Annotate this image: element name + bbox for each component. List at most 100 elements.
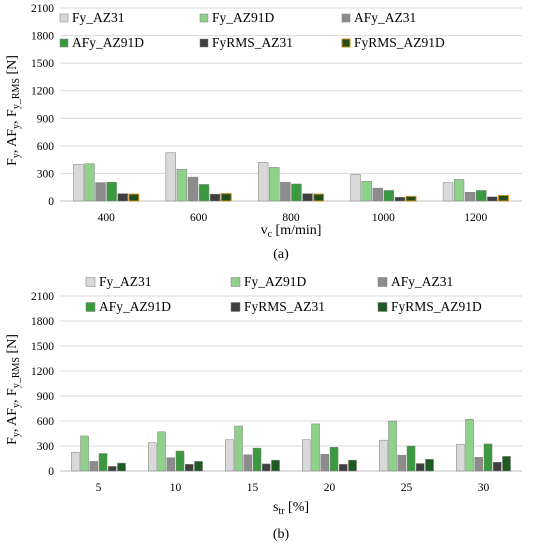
legend-swatch — [59, 38, 69, 48]
bar-afy-az31 — [474, 457, 484, 472]
bar-fy-az91d — [311, 423, 320, 472]
bar-afy-az31 — [95, 182, 106, 202]
bar-afy-az31 — [243, 454, 253, 472]
legend-label: Fy_AZ31 — [72, 10, 125, 25]
bar-fyrms-az91d — [497, 194, 509, 202]
bar-afy-az91d — [406, 445, 416, 472]
x-axis-label: vc [m/min] — [261, 223, 322, 240]
bar-afy-az91d — [291, 183, 302, 202]
x-tick-label: 800 — [282, 212, 300, 224]
bar-fyrms-az91d — [271, 459, 280, 472]
bar-fyrms-az91d — [194, 461, 203, 472]
bar-fyrms-az31 — [261, 463, 271, 472]
x-tick-label: 20 — [324, 482, 336, 494]
bar-fy-az31 — [442, 182, 454, 202]
bar-fy-az31 — [165, 152, 176, 202]
bar-fy-az31 — [350, 174, 361, 202]
legend-swatch — [341, 38, 351, 48]
bar-fyrms-az31 — [302, 193, 313, 202]
y-tick-label: 1800 — [31, 31, 54, 43]
bar-fy-az31 — [73, 163, 84, 202]
bar-afy-az31 — [166, 457, 176, 472]
bar-fy-az91d — [176, 169, 188, 202]
x-tick-label: 10 — [170, 482, 182, 494]
y-tick-label: 600 — [37, 141, 55, 153]
y-tick-label: 2100 — [31, 291, 54, 303]
bar-afy-az31 — [372, 187, 383, 202]
bar-afy-az91d — [476, 190, 487, 202]
bar-afy-az91d — [106, 181, 117, 202]
bar-fy-az91d — [157, 431, 166, 472]
bar-afy-az31 — [89, 461, 99, 472]
chart-panel-2: 0 300 600 900 1200 1500 1800 2100 5 10 15 20 25 30 Fy_… — [5, 274, 522, 542]
legend-swatch — [85, 277, 96, 287]
legend-label: FyRMS_AZ91D — [391, 299, 482, 314]
x-axis-label: str [%] — [273, 500, 309, 517]
bar-fyrms-az31 — [184, 464, 194, 472]
y-tick-label: 0 — [48, 466, 54, 478]
bar-fy-az91d — [269, 167, 280, 202]
x-tick-label: 1200 — [464, 212, 487, 224]
bar-fyrms-az31 — [492, 462, 502, 472]
bar-fyrms-az31 — [107, 466, 117, 472]
bar-fy-az91d — [453, 179, 465, 202]
bar-fyrms-az91d — [348, 459, 357, 472]
bar-afy-az91d — [98, 453, 108, 472]
y-tick-label: 300 — [37, 441, 55, 453]
y-tick-label: 300 — [37, 168, 55, 180]
legend-label: FyRMS_AZ91D — [354, 35, 445, 50]
legend-label: FyRMS_AZ31 — [244, 299, 325, 314]
bar-afy-az91d — [483, 443, 493, 472]
bar-fy-az91d — [388, 420, 397, 472]
bar-fy-az31 — [148, 442, 157, 472]
bar-fy-az31 — [225, 439, 234, 472]
bar-fy-az91d — [361, 180, 372, 202]
bar-fyrms-az91d — [128, 193, 140, 202]
bar-fy-az91d — [234, 425, 243, 472]
legend-label: FyRMS_AZ31 — [212, 35, 293, 50]
bar-fyrms-az31 — [338, 464, 348, 472]
legend-label: AFy_AZ31 — [391, 274, 453, 289]
bar-fyrms-az91d — [117, 462, 126, 472]
panel-caption: (a) — [273, 247, 289, 262]
bar-afy-az31 — [464, 192, 476, 202]
bar-fy-az31 — [456, 444, 465, 472]
legend-label: AFy_AZ91D — [99, 299, 171, 314]
x-tick-label: 30 — [478, 482, 490, 494]
legend-swatch — [230, 302, 241, 312]
bar-fyrms-az31 — [117, 193, 128, 202]
x-tick-label: 400 — [98, 212, 116, 224]
y-tick-label: 1500 — [31, 341, 54, 353]
y-tick-label: 0 — [48, 196, 54, 208]
bar-fyrms-az91d — [405, 195, 417, 202]
bar-afy-az91d — [252, 447, 262, 472]
legend-label: AFy_AZ31 — [354, 10, 416, 25]
bar-fy-az31 — [71, 452, 80, 472]
panel-caption: (b) — [273, 527, 290, 542]
bar-fyrms-az91d — [502, 456, 511, 472]
legend-swatch — [377, 277, 388, 287]
bar-fy-az31 — [257, 162, 269, 202]
chart-panel-1: 0 300 600 900 1200 1500 1800 2100 400 600 800 1000 1… — [5, 3, 522, 262]
bar-afy-az91d — [175, 450, 185, 472]
y-tick-label: 900 — [37, 113, 55, 125]
x-tick-label: 5 — [96, 482, 102, 494]
bar-fy-az91d — [80, 435, 89, 472]
bar-afy-az31 — [280, 181, 291, 202]
bar-fy-az31 — [302, 439, 311, 472]
legend-swatch — [199, 13, 209, 23]
y-tick-label: 1800 — [31, 316, 54, 328]
bar-fy-az91d — [84, 163, 95, 202]
bar-fyrms-az31 — [415, 463, 425, 472]
bar-fyrms-az91d — [313, 193, 325, 202]
legend-swatch — [377, 302, 388, 312]
bar-fyrms-az91d — [220, 193, 232, 202]
y-axis-label: Fy​, AFy​, Fy_RMS​ [N] — [5, 55, 22, 166]
y-tick-label: 1500 — [31, 58, 54, 70]
x-tick-label: 1000 — [372, 212, 395, 224]
bar-fyrms-az91d — [425, 459, 434, 472]
bar-afy-az91d — [329, 447, 339, 472]
bar-fy-az31 — [379, 439, 388, 472]
bar-fyrms-az31 — [394, 197, 406, 202]
